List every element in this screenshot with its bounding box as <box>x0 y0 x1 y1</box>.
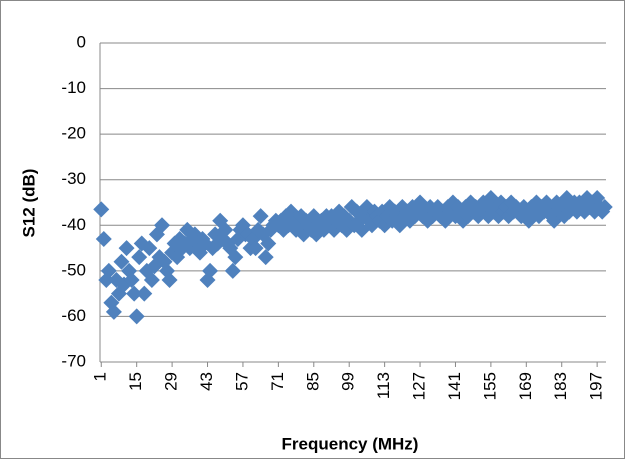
grid <box>99 42 606 367</box>
y-tick-label: -50 <box>61 260 86 279</box>
marker <box>141 240 158 257</box>
x-tick-label: 141 <box>445 372 464 400</box>
marker <box>93 201 110 218</box>
x-tick-label: 183 <box>551 372 570 400</box>
marker <box>126 285 143 302</box>
marker <box>252 208 269 225</box>
marker <box>217 221 234 238</box>
x-tick-label: 169 <box>516 372 535 400</box>
x-tick-label: 1 <box>91 372 110 381</box>
marker <box>95 230 112 247</box>
x-tick-label: 71 <box>268 372 287 391</box>
y-tick-label: -20 <box>61 124 86 143</box>
marker <box>100 262 117 279</box>
marker <box>227 249 244 266</box>
marker <box>224 262 241 279</box>
x-tick-label: 197 <box>587 372 606 400</box>
x-tick-label: 29 <box>162 372 181 391</box>
x-tick-label: 85 <box>303 372 322 391</box>
x-tick-label: 43 <box>197 372 216 391</box>
marker <box>222 240 239 257</box>
marker <box>257 249 274 266</box>
marker <box>161 271 178 288</box>
marker <box>136 285 153 302</box>
marker <box>143 271 160 288</box>
x-tick-label: 113 <box>374 372 393 399</box>
marker <box>123 271 140 288</box>
marker <box>105 303 122 320</box>
y-axis-title: S12 (dB) <box>19 169 38 238</box>
x-tick-label: 57 <box>232 372 251 391</box>
y-tick-label: -30 <box>61 169 86 188</box>
y-tick-label: -60 <box>61 306 86 325</box>
x-tick-label: 15 <box>126 372 145 391</box>
marker <box>113 253 130 270</box>
y-tick-label: -10 <box>61 78 86 97</box>
marker <box>153 217 170 234</box>
x-tick-label: 155 <box>480 372 499 400</box>
y-tick-label: -40 <box>61 215 86 234</box>
marker <box>596 199 613 216</box>
marker <box>202 262 219 279</box>
marker <box>260 235 277 252</box>
marker <box>247 240 264 257</box>
plot <box>93 189 613 325</box>
marker <box>131 249 148 266</box>
marker <box>128 308 145 325</box>
y-tick-label: 0 <box>77 32 86 51</box>
x-axis-title: Frequency (MHz) <box>282 434 419 453</box>
x-tick-label: 99 <box>339 372 358 391</box>
marker <box>118 240 135 257</box>
x-tick-label: 127 <box>410 372 429 400</box>
y-tick-label: -70 <box>61 351 86 370</box>
